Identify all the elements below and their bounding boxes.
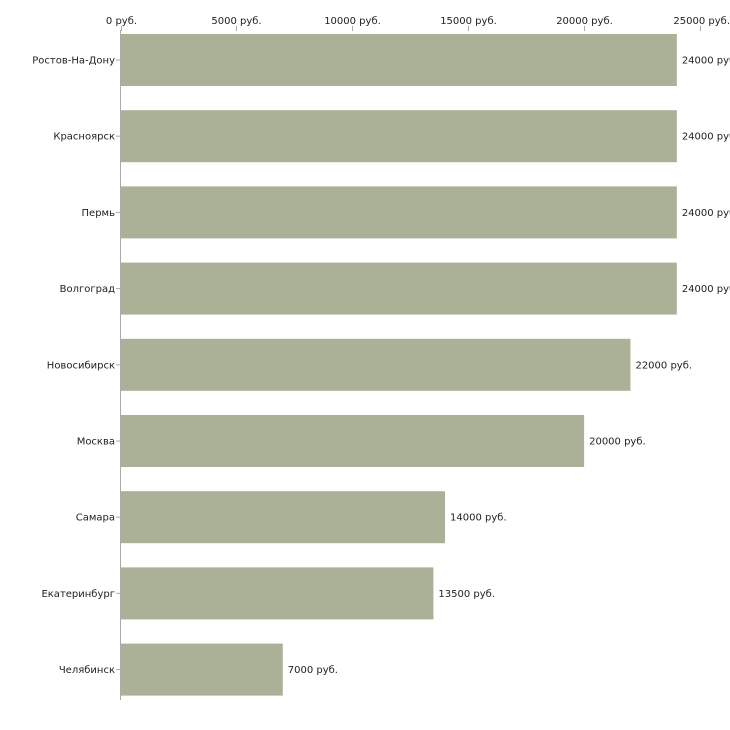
x-axis-ticks: 0 руб. 5000 руб. 10000 руб. 15000 руб. 20000…	[106, 16, 730, 31]
x-tick-label: 25000 руб.	[673, 16, 730, 27]
category-label: Челябинск	[59, 665, 115, 676]
value-label: 20000 руб.	[589, 437, 646, 448]
category-labels: Ростов-На-Дону Красноярск Пермь Волгоград Но…	[32, 56, 120, 676]
bar	[121, 338, 631, 391]
bar	[121, 110, 677, 163]
value-label: 14000 руб.	[450, 513, 507, 524]
category-label: Москва	[77, 437, 115, 448]
bar	[121, 415, 585, 467]
bar	[121, 262, 677, 315]
value-label: 24000 руб.	[682, 208, 730, 219]
bar	[121, 34, 677, 86]
bars	[121, 34, 677, 696]
x-tick-label: 10000 руб.	[324, 16, 381, 27]
x-tick-label: 20000 руб.	[556, 16, 613, 27]
bar	[121, 186, 677, 239]
bar	[121, 491, 446, 544]
category-label: Самара	[76, 513, 115, 524]
x-tick-label: 5000 руб.	[211, 16, 261, 27]
value-label: 7000 руб.	[288, 665, 338, 676]
value-label: 24000 руб.	[682, 56, 730, 67]
value-labels: 24000 руб. 24000 руб. 24000 руб. 24000 руб.…	[288, 56, 730, 677]
x-tick-label: 15000 руб.	[440, 16, 497, 27]
value-label: 24000 руб.	[682, 284, 730, 295]
category-label: Екатеринбург	[41, 589, 115, 600]
category-label: Ростов-На-Дону	[32, 56, 115, 67]
bar	[121, 567, 434, 620]
x-tick-label: 0 руб.	[106, 16, 137, 27]
value-label: 22000 руб.	[635, 360, 692, 371]
category-label: Волгоград	[60, 284, 115, 295]
value-label: 13500 руб.	[438, 589, 495, 600]
bar	[121, 643, 283, 696]
category-label: Красноярск	[53, 132, 115, 143]
category-label: Новосибирск	[47, 360, 115, 371]
category-label: Пермь	[82, 208, 116, 219]
value-label: 24000 руб.	[682, 132, 730, 143]
